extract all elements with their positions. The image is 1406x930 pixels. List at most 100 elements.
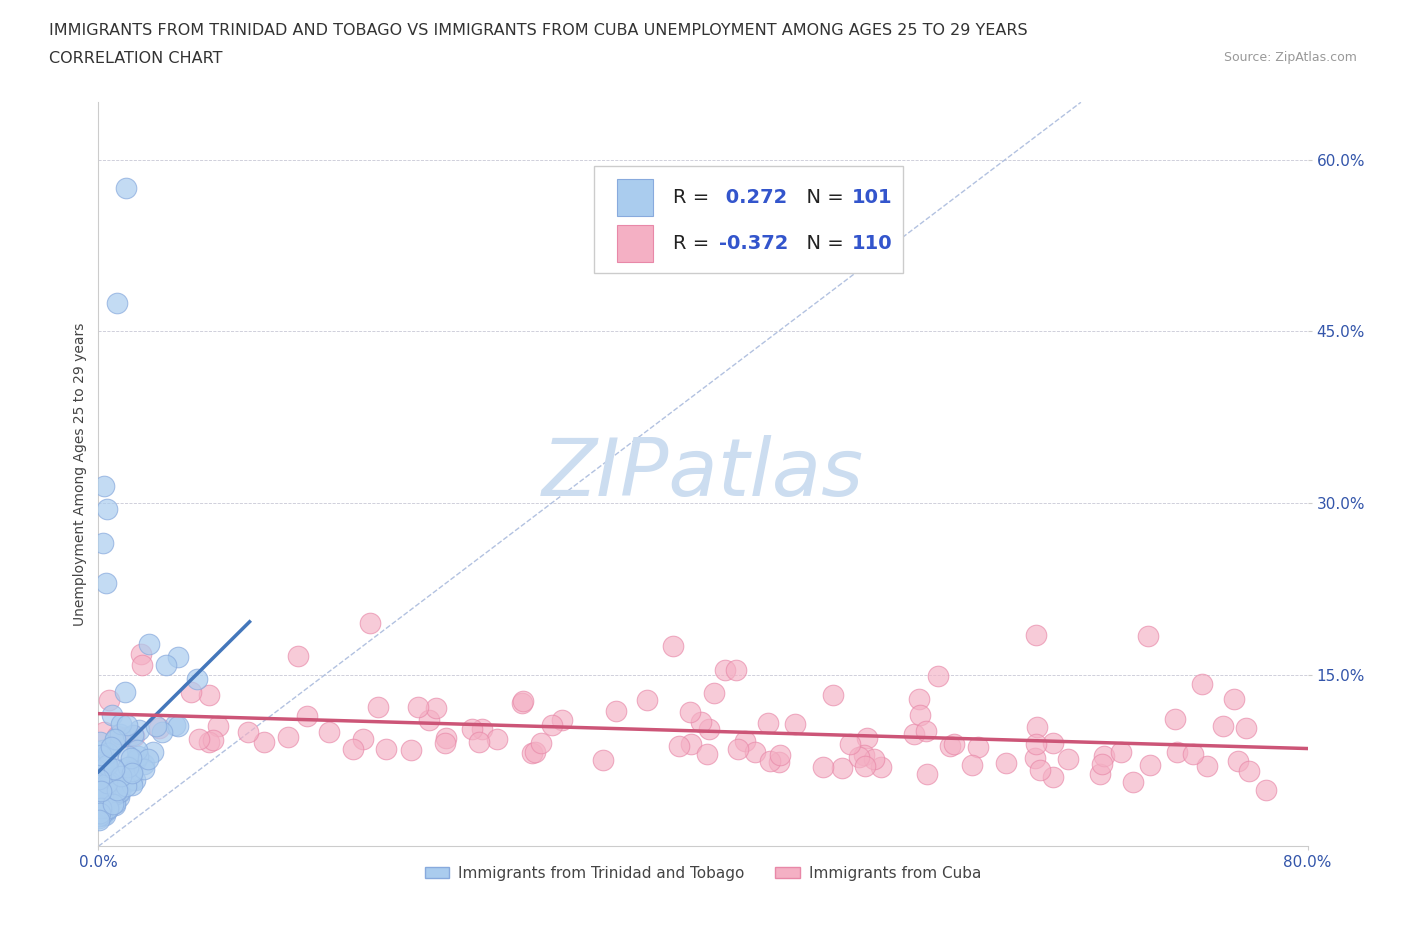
Point xyxy=(104,795,127,810)
Point xyxy=(605,703,627,718)
Point xyxy=(939,738,962,753)
Point xyxy=(468,735,491,750)
Point xyxy=(142,745,165,760)
Point xyxy=(995,755,1018,770)
Point xyxy=(124,728,146,743)
Point xyxy=(97,802,120,817)
Point xyxy=(1024,751,1046,766)
Point xyxy=(129,646,152,661)
Point xyxy=(679,705,702,720)
Point xyxy=(166,650,188,665)
Point xyxy=(1092,749,1115,764)
Point xyxy=(1136,629,1159,644)
Point xyxy=(91,752,114,767)
Point xyxy=(89,789,111,804)
Point xyxy=(91,764,114,779)
Point xyxy=(318,724,340,739)
Point xyxy=(96,772,118,787)
Point xyxy=(297,708,319,723)
Point xyxy=(869,760,891,775)
Text: R =: R = xyxy=(672,234,716,253)
Point xyxy=(768,755,790,770)
Point xyxy=(107,773,129,788)
Point xyxy=(96,760,118,775)
Point xyxy=(252,735,274,750)
Point xyxy=(744,744,766,759)
Point xyxy=(758,715,780,730)
Point xyxy=(714,662,737,677)
Point xyxy=(105,786,128,801)
Point xyxy=(105,728,128,743)
Point xyxy=(1122,775,1144,790)
Text: N =: N = xyxy=(793,188,849,206)
Point xyxy=(375,742,398,757)
Point xyxy=(87,772,110,787)
Point xyxy=(180,684,202,699)
Point xyxy=(352,732,374,747)
Point xyxy=(100,707,122,722)
Point xyxy=(96,804,118,818)
FancyBboxPatch shape xyxy=(617,225,654,262)
Point xyxy=(1254,782,1277,797)
Point xyxy=(418,713,440,728)
Point xyxy=(138,636,160,651)
Point xyxy=(121,765,143,780)
Point xyxy=(94,779,117,794)
Point xyxy=(1197,758,1219,773)
Point xyxy=(117,759,139,774)
Point xyxy=(485,731,508,746)
Point xyxy=(87,810,110,825)
Point xyxy=(108,785,131,800)
Point xyxy=(115,775,138,790)
Point xyxy=(661,639,683,654)
Point xyxy=(103,762,125,777)
Point xyxy=(703,685,725,700)
Point xyxy=(94,807,117,822)
Point xyxy=(541,718,564,733)
Point xyxy=(724,663,747,678)
Point xyxy=(1042,769,1064,784)
Text: 110: 110 xyxy=(852,234,893,253)
Point xyxy=(1212,719,1234,734)
Point xyxy=(238,724,260,739)
Point xyxy=(87,808,110,823)
Point xyxy=(406,700,429,715)
Point xyxy=(89,774,111,789)
Point xyxy=(853,748,876,763)
Point xyxy=(198,735,221,750)
Text: Source: ZipAtlas.com: Source: ZipAtlas.com xyxy=(1223,51,1357,64)
Point xyxy=(512,693,534,708)
Point xyxy=(121,764,143,778)
Point xyxy=(433,736,456,751)
Point xyxy=(425,701,447,716)
Point xyxy=(101,784,124,799)
Point xyxy=(813,760,835,775)
Point xyxy=(136,751,159,766)
Point xyxy=(98,693,121,708)
Point xyxy=(360,616,382,631)
Point xyxy=(207,719,229,734)
Point xyxy=(1088,766,1111,781)
Point xyxy=(114,180,136,195)
Point xyxy=(1164,711,1187,726)
Text: 101: 101 xyxy=(852,188,893,206)
Point xyxy=(125,752,148,767)
Point xyxy=(90,748,112,763)
Point xyxy=(131,658,153,672)
Point xyxy=(96,801,118,816)
Point xyxy=(434,730,457,745)
Point xyxy=(89,805,111,820)
Point xyxy=(523,744,546,759)
Point xyxy=(114,684,136,699)
Text: 0.272: 0.272 xyxy=(718,188,787,206)
Point xyxy=(90,804,112,819)
Point xyxy=(115,718,138,733)
Point xyxy=(132,762,155,777)
FancyBboxPatch shape xyxy=(595,166,903,273)
Point xyxy=(89,735,111,750)
Point xyxy=(96,776,118,790)
Point xyxy=(120,751,142,765)
Point xyxy=(100,779,122,794)
Point xyxy=(342,741,364,756)
Point xyxy=(98,775,121,790)
